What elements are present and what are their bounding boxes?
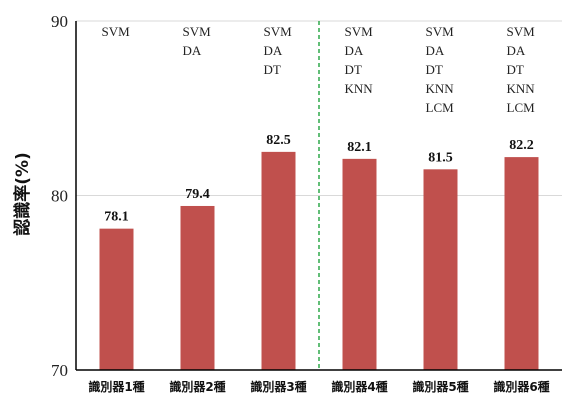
y-axis-label: 認識率(%) [12, 152, 33, 236]
x-tick-label: 識別器4種 [331, 379, 387, 394]
bar-value-label: 82.5 [266, 133, 291, 148]
bar-value-label: 82.1 [347, 140, 372, 155]
classifier-annotation: DT [507, 62, 524, 77]
y-tick-label: 90 [51, 12, 68, 31]
bar-value-label: 79.4 [185, 187, 210, 202]
classifier-annotation: SVM [426, 24, 455, 39]
classifier-annotation: DA [507, 43, 526, 58]
annotations-group: SVM SVM DA SVM DA DT SVM DA DT KNN SVM DA DT KNN LCM SV… [102, 24, 536, 115]
classifier-annotation: KNN [345, 81, 374, 96]
classifier-annotation: DT [264, 62, 281, 77]
bar [99, 228, 134, 370]
classifier-annotation: DA [426, 43, 445, 58]
classifier-annotation: DT [345, 62, 362, 77]
bar-value-label: 82.2 [509, 138, 534, 153]
classifier-annotation: DA [345, 43, 364, 58]
x-tick-label: 識別器2種 [169, 379, 225, 394]
bar [342, 158, 377, 370]
bar [423, 169, 458, 370]
classifier-annotation: LCM [426, 100, 455, 115]
x-tick-label: 識別器3種 [250, 379, 306, 394]
bar [261, 151, 296, 370]
y-tick-label: 80 [51, 187, 68, 206]
bar-value-label: 78.1 [104, 210, 129, 225]
classifier-annotation: SVM [264, 24, 293, 39]
x-tick-labels: 識別器1種 識別器2種 識別器3種 識別器4種 識別器5種 識別器6種 [88, 379, 549, 394]
bars-group [99, 151, 539, 370]
classifier-annotation: DT [426, 62, 443, 77]
classifier-annotation: DA [183, 43, 202, 58]
bar [180, 205, 215, 370]
x-tick-label: 識別器1種 [88, 379, 144, 394]
x-tick-label: 識別器6種 [493, 379, 549, 394]
bar-value-label: 81.5 [428, 150, 453, 165]
bar [504, 157, 539, 370]
classifier-annotation: SVM [183, 24, 212, 39]
classifier-annotation: KNN [426, 81, 455, 96]
value-labels-group: 78.1 79.4 82.5 82.1 81.5 82.2 [104, 133, 534, 225]
y-tick-labels: 70 80 90 [51, 12, 68, 380]
x-tick-label: 識別器5種 [412, 379, 468, 394]
classifier-annotation: KNN [507, 81, 536, 96]
y-tick-label: 70 [51, 361, 68, 380]
classifier-annotation: SVM [102, 24, 131, 39]
classifier-annotation: SVM [507, 24, 536, 39]
classifier-annotation: LCM [507, 100, 536, 115]
classifier-annotation: DA [264, 43, 283, 58]
classifier-annotation: SVM [345, 24, 374, 39]
